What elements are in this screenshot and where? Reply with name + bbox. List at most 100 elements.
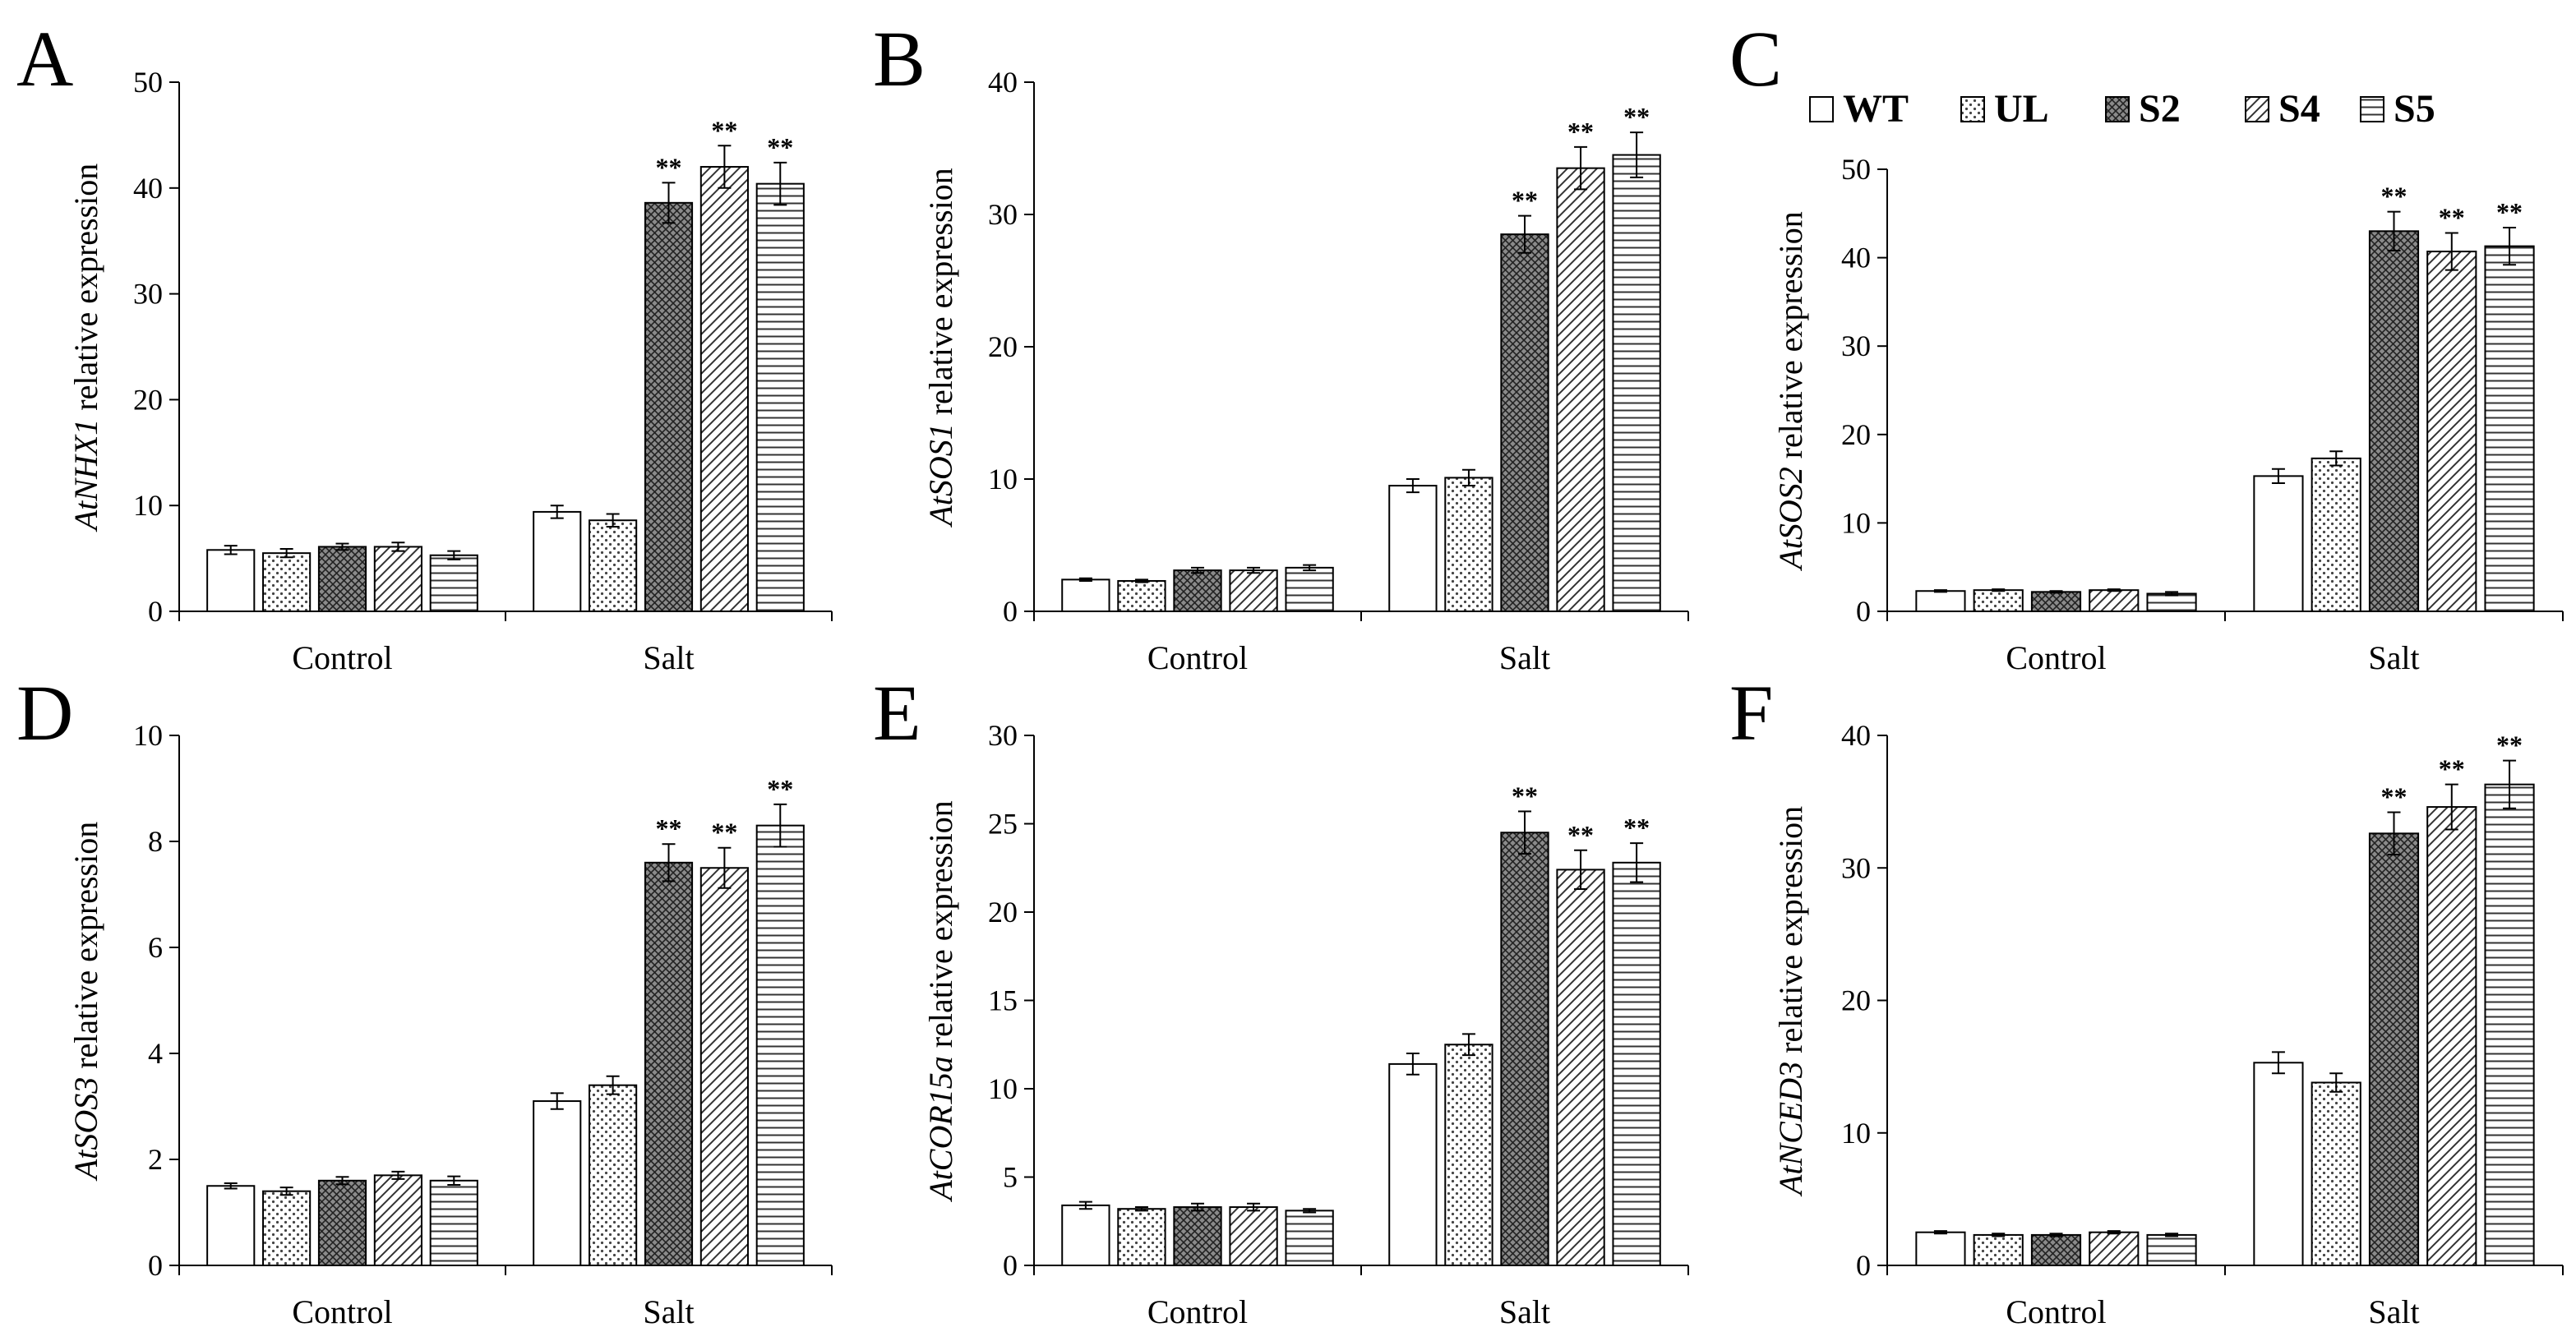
bar-ul-control bbox=[1973, 589, 2024, 613]
y-tick-label: 0 bbox=[1003, 595, 1018, 628]
y-axis-label-gene: AtNCED3 bbox=[1772, 1062, 1809, 1197]
y-tick-label: 0 bbox=[1856, 595, 1871, 628]
bar-wt-control bbox=[206, 549, 256, 613]
bar-s5-salt bbox=[755, 182, 805, 612]
bar-s5-salt bbox=[755, 824, 805, 1266]
chart-panel-f: F 0 10 20 30 40 Control Salt ** ** ** AtNCED3 relat… bbox=[1729, 669, 2564, 1330]
bar-wt-salt bbox=[1388, 485, 1438, 612]
y-tick-label: 40 bbox=[1841, 719, 1871, 752]
legend-swatch-s5 bbox=[2360, 96, 2384, 122]
y-axis-label: AtNHX1 relative expression bbox=[67, 164, 104, 533]
y-axis-label-suffix: relative expression bbox=[922, 800, 959, 1056]
significance-mark: ** bbox=[2381, 782, 2407, 812]
bar-s5-control bbox=[1285, 566, 1334, 612]
y-tick-label: 2 bbox=[148, 1143, 163, 1176]
bar-s5-control bbox=[429, 554, 478, 613]
significance-mark: ** bbox=[1567, 117, 1594, 146]
bar-s4-control bbox=[1229, 569, 1278, 613]
y-tick-label: 30 bbox=[988, 719, 1018, 752]
y-tick-label: 0 bbox=[1003, 1249, 1018, 1282]
y-tick-label: 40 bbox=[988, 66, 1018, 99]
bar-wt-salt bbox=[2253, 475, 2304, 613]
bar-wt-control bbox=[1915, 590, 1966, 613]
y-tick-label: 20 bbox=[1841, 418, 1871, 451]
y-axis-label: AtSOS2 relative expression bbox=[1772, 211, 1809, 571]
chart-panel-a: A 0 10 20 30 40 50 Control Salt ** ** ** AtNHX1 rela… bbox=[16, 15, 833, 676]
y-tick-label: 50 bbox=[133, 66, 163, 99]
bar-ul-salt bbox=[2311, 1081, 2361, 1266]
y-axis-label: AtCOR15a relative expression bbox=[922, 800, 959, 1203]
bar-s2-control bbox=[1173, 1206, 1222, 1267]
y-axis-label-gene: AtCOR15a bbox=[922, 1056, 959, 1203]
y-tick-label: 10 bbox=[133, 489, 163, 522]
y-axis-label-suffix: relative expression bbox=[1772, 211, 1809, 467]
significance-mark: ** bbox=[1567, 820, 1594, 850]
significance-mark: ** bbox=[2439, 754, 2465, 784]
legend-label-wt: WT bbox=[1843, 87, 1909, 131]
y-axis-label: AtNCED3 relative expression bbox=[1772, 806, 1809, 1197]
significance-mark: ** bbox=[656, 813, 682, 843]
bar-s2-salt bbox=[644, 861, 694, 1267]
significance-mark: ** bbox=[656, 152, 682, 182]
x-tick-label: Salt bbox=[643, 1293, 694, 1330]
y-tick-label: 6 bbox=[148, 931, 163, 964]
bar-ul-salt bbox=[589, 1084, 638, 1266]
y-tick-label: 10 bbox=[133, 719, 163, 752]
x-tick-label: Control bbox=[2006, 639, 2106, 676]
y-tick-label: 30 bbox=[1841, 329, 1871, 362]
y-tick-label: 8 bbox=[148, 825, 163, 858]
y-axis-label-gene: AtSOS3 bbox=[67, 1077, 104, 1182]
y-axis-label-gene: AtSOS1 bbox=[922, 423, 959, 528]
significance-mark: ** bbox=[711, 818, 737, 847]
significance-mark: ** bbox=[767, 132, 793, 162]
bar-s2-salt bbox=[2368, 832, 2420, 1266]
panel-letter: E bbox=[873, 669, 921, 757]
y-tick-label: 0 bbox=[148, 595, 163, 628]
bar-s4-control bbox=[2089, 1231, 2140, 1266]
significance-mark: ** bbox=[1512, 186, 1538, 215]
y-tick-label: 5 bbox=[1003, 1161, 1018, 1194]
bar-s4-salt bbox=[1556, 167, 1605, 612]
legend-swatch-s2 bbox=[2105, 96, 2130, 122]
bar-s2-salt bbox=[1500, 832, 1549, 1266]
panel-letter: A bbox=[16, 15, 73, 103]
y-tick-label: 50 bbox=[1841, 153, 1871, 186]
legend-label-s2: S2 bbox=[2139, 87, 2181, 131]
significance-mark: ** bbox=[1623, 813, 1650, 842]
bar-s2-control bbox=[2030, 591, 2082, 613]
panel-letter: F bbox=[1729, 669, 1773, 757]
bar-wt-control bbox=[206, 1185, 256, 1266]
bar-s2-control bbox=[317, 1179, 367, 1267]
chart-panel-e: E 0 5 10 15 20 25 30 Control Salt ** ** ** AtCOR15a r… bbox=[873, 669, 1689, 1330]
y-tick-label: 10 bbox=[1841, 1117, 1871, 1150]
y-tick-label: 15 bbox=[988, 984, 1018, 1017]
y-tick-label: 10 bbox=[988, 463, 1018, 495]
bar-s4-salt bbox=[1556, 869, 1605, 1267]
bar-wt-control bbox=[1061, 578, 1110, 612]
y-tick-label: 30 bbox=[133, 278, 163, 311]
legend-label-s5: S5 bbox=[2394, 87, 2435, 131]
y-tick-label: 20 bbox=[1841, 984, 1871, 1017]
bar-s5-control bbox=[2146, 1233, 2197, 1266]
y-axis-label-suffix: relative expression bbox=[922, 168, 959, 423]
y-tick-label: 0 bbox=[148, 1249, 163, 1282]
bar-s2-control bbox=[2030, 1233, 2082, 1266]
significance-mark: ** bbox=[2439, 202, 2465, 232]
y-tick-label: 30 bbox=[1841, 851, 1871, 884]
y-axis-label-gene: AtNHX1 bbox=[67, 419, 104, 533]
bar-wt-salt bbox=[2253, 1062, 2304, 1266]
bar-s5-control bbox=[1285, 1210, 1334, 1266]
bar-s2-control bbox=[317, 546, 367, 613]
x-tick-label: Control bbox=[1147, 1293, 1248, 1330]
x-tick-label: Control bbox=[2006, 1293, 2106, 1330]
bar-s4-control bbox=[1229, 1206, 1278, 1267]
legend-label-ul: UL bbox=[1994, 87, 2049, 131]
chart-panel-b: B 0 10 20 30 40 Control Salt ** ** ** AtSOS1 relati… bbox=[873, 15, 1689, 676]
y-tick-label: 20 bbox=[988, 330, 1018, 363]
x-tick-label: Salt bbox=[2368, 639, 2419, 676]
bar-s2-salt bbox=[1500, 233, 1549, 612]
bar-s2-salt bbox=[2368, 230, 2420, 612]
legend: WT UL S2 S4 S5 bbox=[1809, 87, 2435, 131]
bar-ul-control bbox=[262, 1190, 312, 1266]
